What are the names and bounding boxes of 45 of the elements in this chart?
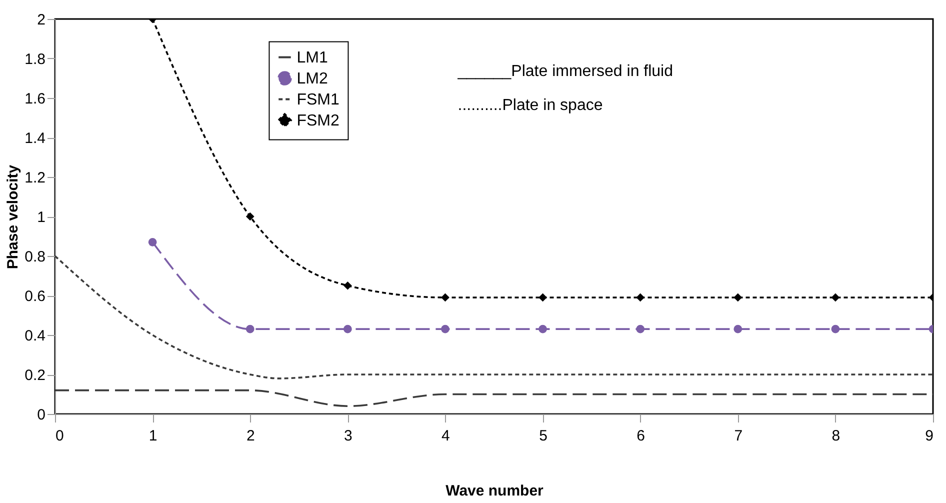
- point: [246, 212, 254, 221]
- point: [734, 293, 742, 302]
- x-tick-label: 0: [56, 428, 64, 444]
- line-series: [55, 255, 933, 380]
- y-tick-label: 0.2: [24, 367, 46, 384]
- x-tick-label: 6: [636, 428, 646, 444]
- y-tick-label: 0.8: [24, 248, 46, 266]
- point: [734, 324, 742, 334]
- annotation: ______Plate immersed in fluid: [456, 62, 674, 80]
- y-axis-title: Phase velocity: [4, 164, 22, 270]
- point: [148, 238, 157, 246]
- x-tick-label: 7: [734, 428, 743, 444]
- y-tick-label: 1: [37, 209, 46, 226]
- y-tick-label: 0: [37, 406, 46, 424]
- x-tick-label: 5: [539, 428, 548, 444]
- x-tick-label: 8: [832, 428, 840, 444]
- x-tick-label: 9: [925, 428, 934, 444]
- point: [441, 293, 450, 302]
- point: [538, 324, 547, 334]
- x-tick-label: 3: [344, 428, 352, 444]
- point: [343, 324, 352, 334]
- legend-label: LM1: [296, 49, 328, 66]
- point: [343, 281, 352, 290]
- y-tick-label: 0.4: [24, 328, 46, 344]
- x-tick-label: 1: [148, 428, 158, 444]
- point: [636, 324, 645, 334]
- legend-label: LM2: [296, 70, 328, 88]
- y-tick-label: 1.8: [24, 51, 46, 68]
- point: [636, 293, 645, 302]
- point: [441, 324, 450, 334]
- annotation: ..........Plate in space: [458, 96, 603, 114]
- x-axis-title: Wave number: [446, 482, 544, 500]
- x-tick-label: 4: [442, 428, 450, 444]
- point: [831, 293, 840, 302]
- point: [831, 324, 840, 334]
- point: [246, 324, 254, 334]
- legend-label: FSM1: [296, 91, 340, 108]
- y-tick-label: 1.2: [24, 170, 46, 186]
- y-tick-label: 1.6: [24, 90, 46, 108]
- y-tick-label: 0.6: [24, 288, 46, 305]
- point: [538, 293, 547, 302]
- y-tick-label: 2: [37, 12, 46, 28]
- x-tick-label: 2: [246, 428, 255, 444]
- legend-label: FSM2: [296, 112, 340, 130]
- y-tick-label: 1.4: [24, 130, 46, 147]
